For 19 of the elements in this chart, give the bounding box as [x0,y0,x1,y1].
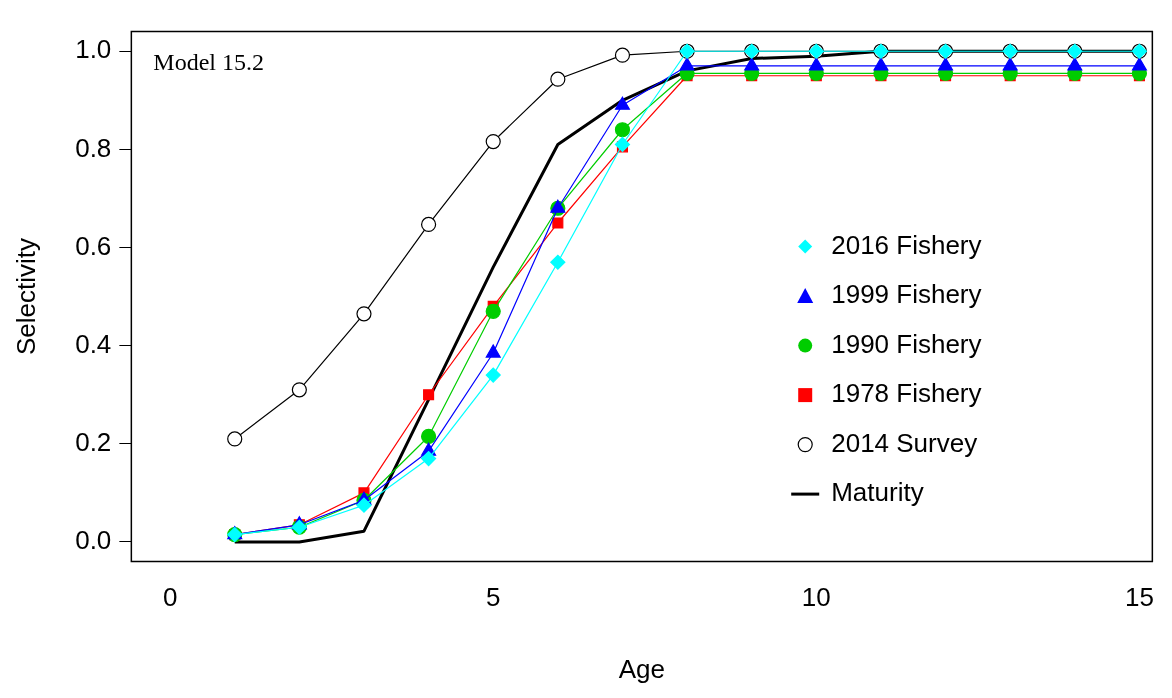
legend-label: 2014 Survey [831,427,978,458]
y-tick-label: 0.2 [75,426,112,457]
y-tick-label: 0.6 [75,230,112,261]
x-tick-label: 15 [1124,582,1154,613]
y-tick-label: 0.4 [75,328,112,359]
y-axis-title: Selectivity [10,238,41,356]
legend-label: 1978 Fishery [831,378,982,409]
legend-label: Maturity [831,477,924,508]
annotation: Model 15.2 [153,48,265,75]
legend-label: 2016 Fishery [831,229,982,260]
legend-label: 1999 Fishery [831,279,982,310]
x-axis-title: Age [618,653,665,684]
y-tick-label: 0.8 [75,132,112,163]
y-tick-label: 0.0 [75,525,112,556]
y-tick-label: 1.0 [75,34,112,65]
x-tick-label: 5 [485,582,501,613]
legend-label: 1990 Fishery [831,328,982,359]
x-tick-label: 10 [801,582,831,613]
x-tick-label: 0 [162,582,178,613]
